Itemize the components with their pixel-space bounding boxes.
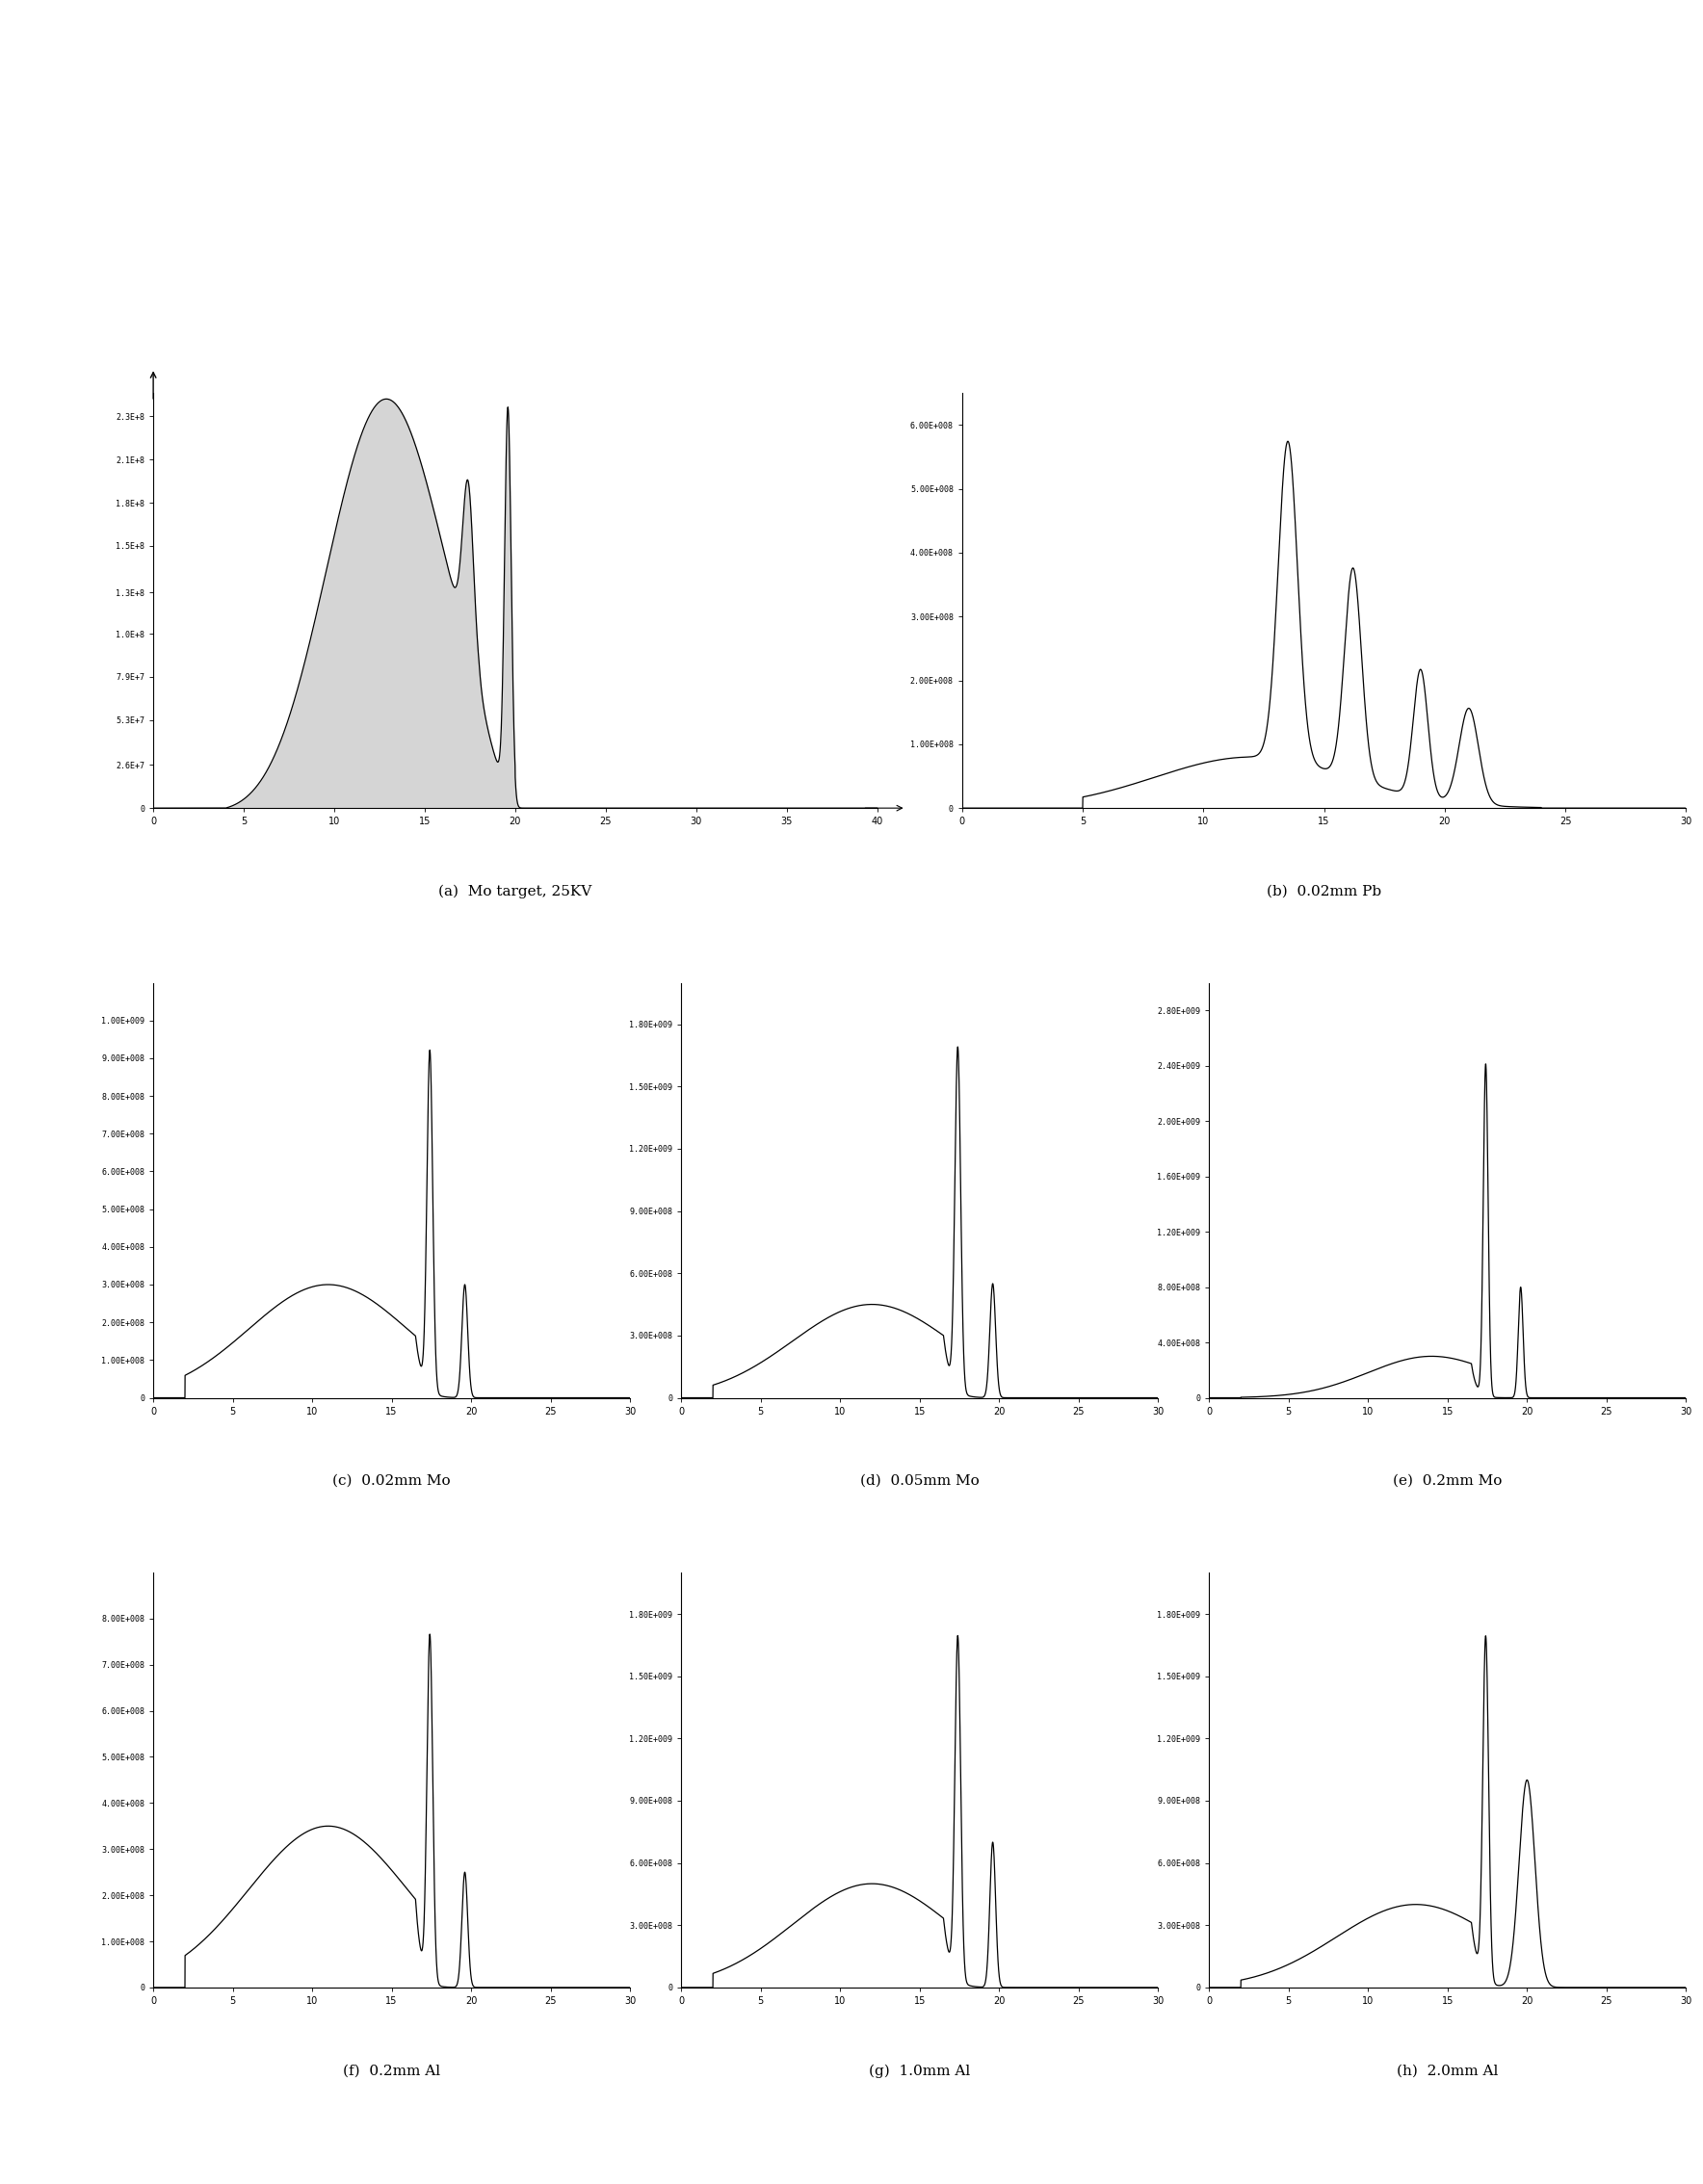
Text: (a)  Mo target, 25KV: (a) Mo target, 25KV bbox=[438, 885, 593, 898]
Text: (f)  0.2mm Al: (f) 0.2mm Al bbox=[342, 2064, 441, 2077]
Text: (g)  1.0mm Al: (g) 1.0mm Al bbox=[869, 2064, 971, 2077]
Text: (h)  2.0mm Al: (h) 2.0mm Al bbox=[1396, 2064, 1499, 2077]
Text: (e)  0.2mm Mo: (e) 0.2mm Mo bbox=[1393, 1474, 1502, 1487]
Text: (b)  0.02mm Pb: (b) 0.02mm Pb bbox=[1267, 885, 1381, 898]
Text: (d)  0.05mm Mo: (d) 0.05mm Mo bbox=[860, 1474, 979, 1487]
Text: (c)  0.02mm Mo: (c) 0.02mm Mo bbox=[332, 1474, 451, 1487]
